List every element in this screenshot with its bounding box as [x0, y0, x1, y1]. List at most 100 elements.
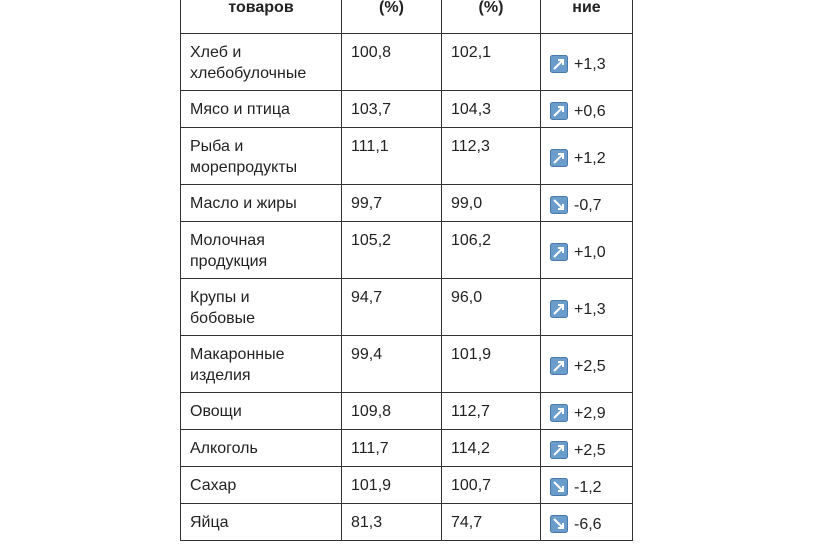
cell-text: Алкоголь: [190, 440, 258, 457]
cell-text: продукция: [190, 253, 268, 270]
header-cell: Категориятоваров: [180, 0, 342, 34]
category-cell: Рыба и морепродукты: [180, 128, 342, 185]
category-cell: Яйца: [180, 504, 342, 541]
value-cell: 103,7: [342, 91, 442, 128]
value-cell: 109,8: [342, 393, 442, 430]
cell-text: 112,3: [451, 138, 490, 155]
cell-text: 100,8: [351, 44, 392, 61]
cell-text: 99,0: [451, 195, 483, 212]
cell-text: бобовые: [190, 310, 256, 327]
cell-text: 103,7: [351, 101, 392, 118]
change-text: +0,6: [574, 102, 606, 120]
change-text: +2,5: [574, 441, 606, 459]
arrow-up-icon: [550, 404, 568, 422]
cell-text: 81,3: [351, 514, 383, 531]
cell-text: 114,2: [451, 440, 490, 457]
value-cell: 81,3: [342, 504, 442, 541]
value-cell: 102,1: [442, 34, 541, 91]
value-cell: 99,4: [342, 336, 442, 393]
arrow-down-icon: [550, 515, 568, 533]
value-cell: 94,7: [342, 279, 442, 336]
category-cell: Мясо и птица: [180, 91, 342, 128]
value-cell: 96,0: [442, 279, 541, 336]
cell-text: морепродукты: [190, 159, 298, 176]
table: КатегориятоваровРаньше(%)Сейчас(%)Измене…: [180, 0, 633, 550]
change-cell: -6,6: [541, 504, 633, 541]
value-cell: 74,7: [442, 504, 541, 541]
change-text: -1,2: [574, 478, 602, 496]
cell-text: Масло и жиры: [190, 195, 297, 212]
value-cell: 111,1: [342, 128, 442, 185]
value-cell: 101,9: [442, 336, 541, 393]
cell-text: ние: [572, 0, 601, 16]
change-text: +1,2: [574, 149, 606, 167]
cell-text: Молочная: [190, 232, 265, 249]
cell-text: 94,7: [351, 289, 383, 306]
change-text: +2,5: [574, 357, 606, 375]
cell-text: 109,8: [351, 403, 392, 420]
arrow-down-icon: [550, 478, 568, 496]
value-cell: 106,2: [442, 222, 541, 279]
change-cell: +1,3: [541, 34, 633, 91]
category-cell: Овощи: [180, 393, 342, 430]
cell-text: хлебобулочные: [190, 65, 307, 82]
cell-text: Сахар: [190, 477, 237, 494]
category-cell: Масло и жиры: [180, 185, 342, 222]
change-text: +1,0: [574, 243, 606, 261]
change-cell: +2,5: [541, 336, 633, 393]
category-cell: Сахар: [180, 467, 342, 504]
change-text: -6,6: [574, 515, 602, 533]
value-cell: 99,0: [442, 185, 541, 222]
cell-text: 74,7: [451, 514, 483, 531]
cell-text: 111,1: [351, 138, 389, 155]
change-cell: +1,2: [541, 128, 633, 185]
cell-text: товаров: [228, 0, 294, 16]
change-cell: -0,7: [541, 185, 633, 222]
header-cell: Измене-ние: [541, 0, 633, 34]
cell-text: Яйца: [190, 514, 229, 531]
header-cell: Сейчас(%): [442, 0, 541, 34]
category-cell: Крупы и бобовые: [180, 279, 342, 336]
value-cell: 111,7: [342, 430, 442, 467]
change-cell: -1,2: [541, 467, 633, 504]
arrow-up-icon: [550, 102, 568, 120]
change-cell: +0,6: [541, 91, 633, 128]
change-text: +2,9: [574, 404, 606, 422]
value-cell: 104,3: [442, 91, 541, 128]
cell-text: 104,3: [451, 101, 492, 118]
cell-text: 111,7: [351, 440, 389, 457]
cell-text: 106,2: [451, 232, 492, 249]
arrow-down-icon: [550, 196, 568, 214]
arrow-up-icon: [550, 149, 568, 167]
cell-text: 101,9: [351, 477, 392, 494]
value-cell: 105,2: [342, 222, 442, 279]
value-cell: 114,2: [442, 430, 541, 467]
cell-text: Рыба и: [190, 138, 244, 155]
value-cell: 100,7: [442, 467, 541, 504]
value-cell: 99,7: [342, 185, 442, 222]
cell-text: 105,2: [351, 232, 392, 249]
category-cell: Алкоголь: [180, 430, 342, 467]
cell-text: изделия: [190, 367, 251, 384]
cell-text: 102,1: [451, 44, 492, 61]
cell-text: 100,7: [451, 477, 492, 494]
cell-text: (%): [478, 0, 504, 16]
cell-text: (%): [379, 0, 404, 16]
arrow-up-icon: [550, 300, 568, 318]
cell-text: Крупы и: [190, 289, 250, 306]
change-text: +1,3: [574, 55, 606, 73]
cell-text: Макаронные: [190, 346, 285, 363]
category-cell: Хлеб и хлебобулочные: [180, 34, 342, 91]
cell-text: 101,9: [451, 346, 492, 363]
cell-text: Мясо и птица: [190, 101, 290, 118]
cell-text: Овощи: [190, 403, 242, 420]
value-cell: 101,9: [342, 467, 442, 504]
arrow-up-icon: [550, 243, 568, 261]
cell-text: 99,4: [351, 346, 383, 363]
cell-text: 112,7: [451, 403, 490, 420]
change-cell: +1,3: [541, 279, 633, 336]
value-cell: 112,3: [442, 128, 541, 185]
arrow-up-icon: [550, 357, 568, 375]
change-cell: +2,9: [541, 393, 633, 430]
